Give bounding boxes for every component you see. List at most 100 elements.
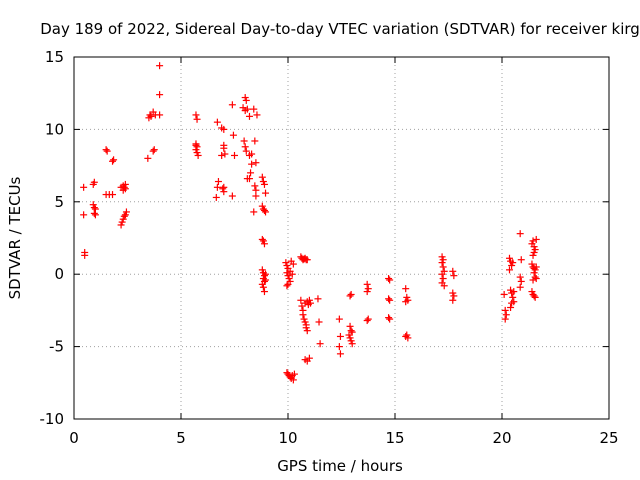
data-point [529, 237, 537, 245]
data-point [363, 317, 371, 325]
data-point [303, 256, 311, 264]
y-tick-label: -5 [49, 338, 64, 356]
data-point [386, 315, 394, 323]
data-point [258, 173, 266, 181]
data-point [252, 192, 260, 200]
data-point [289, 260, 297, 268]
data-point [288, 270, 296, 278]
data-point [345, 331, 353, 339]
data-point [532, 263, 540, 271]
data-point [90, 209, 98, 217]
data-point [283, 282, 291, 290]
data-point [240, 137, 248, 145]
data-point [335, 343, 343, 351]
data-point [450, 272, 458, 280]
data-point [109, 157, 117, 165]
data-point [229, 131, 237, 139]
data-point [192, 141, 200, 149]
y-tick-label: 15 [45, 48, 64, 66]
data-point [336, 350, 344, 358]
plot-frame [73, 56, 610, 420]
data-point [516, 273, 524, 281]
data-point [449, 267, 457, 275]
data-point [242, 147, 250, 155]
data-point [258, 235, 266, 243]
data-point [122, 208, 130, 216]
data-point [220, 188, 228, 196]
data-point [346, 292, 354, 300]
x-axis-label: GPS time / hours [277, 457, 403, 475]
axis-ticks: 0 5 10 15 20 25 -10 -5 0 5 10 15 [40, 48, 619, 447]
data-point [251, 182, 259, 190]
data-point [245, 112, 253, 120]
data-point [297, 296, 305, 304]
data-point [221, 150, 229, 158]
data-point [252, 159, 260, 167]
data-point [91, 211, 99, 219]
data-point [247, 169, 255, 177]
data-point [346, 322, 354, 330]
data-point [529, 276, 537, 284]
data-point [500, 290, 508, 298]
data-point [259, 283, 267, 291]
data-point [250, 208, 258, 216]
data-point [335, 315, 343, 323]
data-point [505, 266, 513, 274]
data-point [213, 118, 221, 126]
grid [74, 57, 609, 419]
data-point [347, 290, 355, 298]
data-point [260, 206, 268, 214]
data-point [212, 193, 220, 201]
data-point [450, 292, 458, 300]
data-point [260, 180, 268, 188]
data-point [438, 270, 446, 278]
data-point [149, 147, 157, 155]
y-tick-label: 10 [45, 120, 64, 138]
data-point [438, 259, 446, 267]
x-tick-label: 20 [492, 429, 511, 447]
data-point [517, 256, 525, 264]
data-point [531, 293, 539, 301]
data-point [363, 280, 371, 288]
data-point [304, 301, 312, 309]
data-point [260, 240, 268, 248]
data-point [262, 208, 270, 216]
data-point [502, 311, 510, 319]
data-point [348, 340, 356, 348]
data-point [80, 211, 88, 219]
data-point [402, 285, 410, 293]
data-point [248, 160, 256, 168]
x-tick-label: 0 [69, 429, 79, 447]
data-point [507, 304, 515, 312]
y-tick-label: -10 [40, 410, 65, 428]
data-point [284, 280, 292, 288]
data-point [508, 299, 516, 307]
data-point [501, 306, 509, 314]
data-point [220, 144, 228, 152]
data-point [439, 275, 447, 283]
data-point [532, 235, 540, 243]
data-point [385, 295, 393, 303]
data-point [103, 147, 111, 155]
data-point [402, 332, 410, 340]
data-point [245, 175, 253, 183]
data-point [193, 115, 201, 123]
data-point [156, 62, 164, 70]
data-point [81, 251, 89, 259]
data-point [509, 259, 517, 267]
data-point [315, 318, 323, 326]
data-point [363, 288, 371, 296]
data-point [290, 370, 298, 378]
data-point [243, 105, 251, 113]
data-point [386, 296, 394, 304]
data-point [402, 298, 410, 306]
data-point [439, 263, 447, 271]
data-point [438, 279, 446, 287]
data-point [385, 314, 393, 322]
data-point [262, 276, 270, 284]
data-point [228, 101, 236, 109]
data-point [150, 146, 158, 154]
data-point [156, 111, 164, 119]
data-point [120, 212, 128, 220]
